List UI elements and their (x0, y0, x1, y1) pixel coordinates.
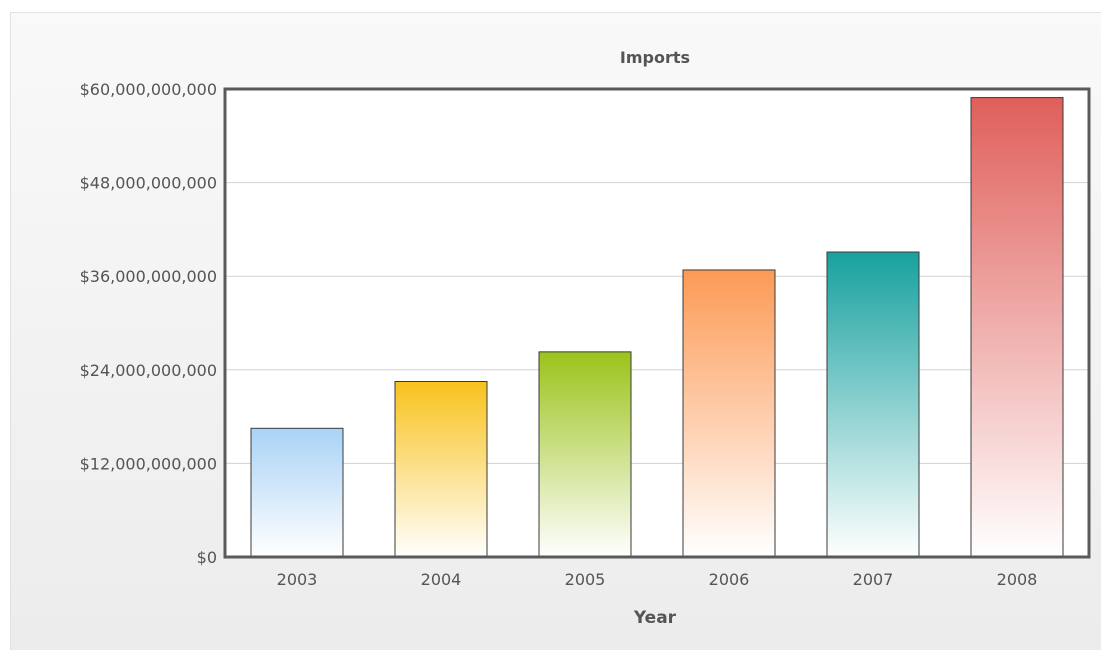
y-tick-label: $0 (197, 548, 217, 567)
bar-2008[interactable] (970, 97, 1064, 558)
chart-title: Imports (620, 48, 690, 67)
x-tick-label: 2008 (997, 570, 1038, 589)
x-tick-label: 2003 (277, 570, 318, 589)
gridlines (225, 182, 1089, 464)
x-tick-label: 2007 (853, 570, 894, 589)
bar-chart: Imports $0 $12,000,000,000 $24,000,000,000… (80, 48, 1091, 628)
y-axis-ticks: $0 $12,000,000,000 $24,000,000,000 $36,000,… (80, 80, 217, 567)
x-tick-label: 2005 (565, 570, 606, 589)
bars (250, 97, 1064, 558)
plot-area (225, 89, 1089, 557)
y-tick-label: $24,000,000,000 (80, 361, 217, 380)
y-tick-label: $48,000,000,000 (80, 174, 217, 193)
plot-border (223, 87, 1091, 559)
y-tick-label: $36,000,000,000 (80, 267, 217, 286)
bar-2004[interactable] (394, 381, 488, 558)
chart-panel: Imports $0 $12,000,000,000 $24,000,000,000… (10, 12, 1101, 650)
x-tick-label: 2006 (709, 570, 750, 589)
x-axis-title: Year (633, 608, 677, 628)
bar-2005[interactable] (538, 351, 632, 558)
x-tick-label: 2004 (421, 570, 462, 589)
bar-2003[interactable] (250, 427, 344, 558)
bar-2007[interactable] (826, 251, 920, 558)
x-axis-ticks: 2003 2004 2005 2006 2007 2008 (277, 570, 1038, 589)
y-tick-label: $12,000,000,000 (80, 454, 217, 473)
y-tick-label: $60,000,000,000 (80, 80, 217, 99)
bar-2006[interactable] (682, 269, 776, 558)
